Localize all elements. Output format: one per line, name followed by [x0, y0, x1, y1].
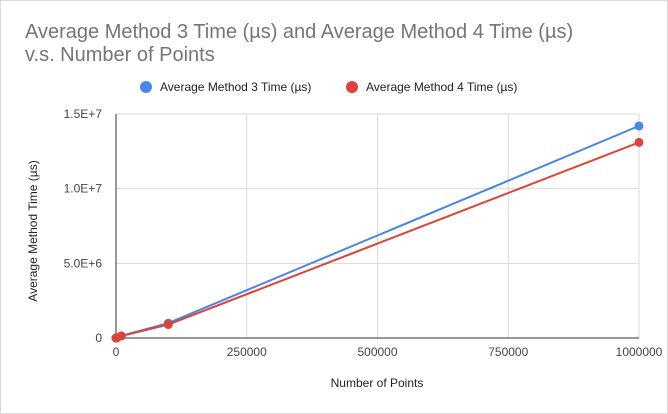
tick-labels: 0 250000 500000 750000 1000000 0 5.0E+6 1.0E+7 1…	[64, 107, 663, 359]
legend-label: Average Method 3 Time (µs)	[160, 80, 311, 94]
chart-title: Average Method 3 Time (µs) and Average M…	[25, 21, 655, 67]
legend-item-1[interactable]: Average Method 3 Time (µs)	[140, 80, 311, 94]
y-tick-label: 1.0E+7	[64, 182, 103, 196]
x-tick-label: 750000	[488, 345, 528, 359]
chart-title-line-2: v.s. Number of Points	[25, 44, 215, 66]
x-tick-label: 1000000	[616, 345, 663, 359]
data-point-series-1[interactable]	[634, 121, 644, 131]
data-point-series-2[interactable]	[163, 320, 173, 330]
legend[interactable]: Average Method 3 Time (µs) Average Method…	[140, 80, 517, 94]
y-tick-label: 1.5E+7	[64, 107, 103, 121]
legend-marker	[346, 81, 358, 93]
axes	[115, 114, 639, 339]
chart-title-line-1: Average Method 3 Time (µs) and Average M…	[25, 21, 574, 43]
data-point-series-2[interactable]	[634, 137, 644, 147]
y-tick-label: 5.0E+6	[64, 256, 103, 270]
x-axis-title: Number of Points	[331, 376, 424, 390]
y-tick-label: 0	[95, 331, 102, 345]
x-tick-label: 0	[113, 345, 120, 359]
x-tick-label: 500000	[357, 345, 397, 359]
x-tick-label: 250000	[227, 345, 267, 359]
legend-marker	[140, 81, 152, 93]
legend-label: Average Method 4 Time (µs)	[366, 80, 517, 94]
data-point-series-2[interactable]	[116, 331, 126, 341]
grid-lines	[116, 113, 640, 338]
series-lines	[111, 121, 644, 343]
legend-item-2[interactable]: Average Method 4 Time (µs)	[346, 80, 517, 94]
y-axis-title: Average Method Time (µs)	[26, 160, 40, 301]
